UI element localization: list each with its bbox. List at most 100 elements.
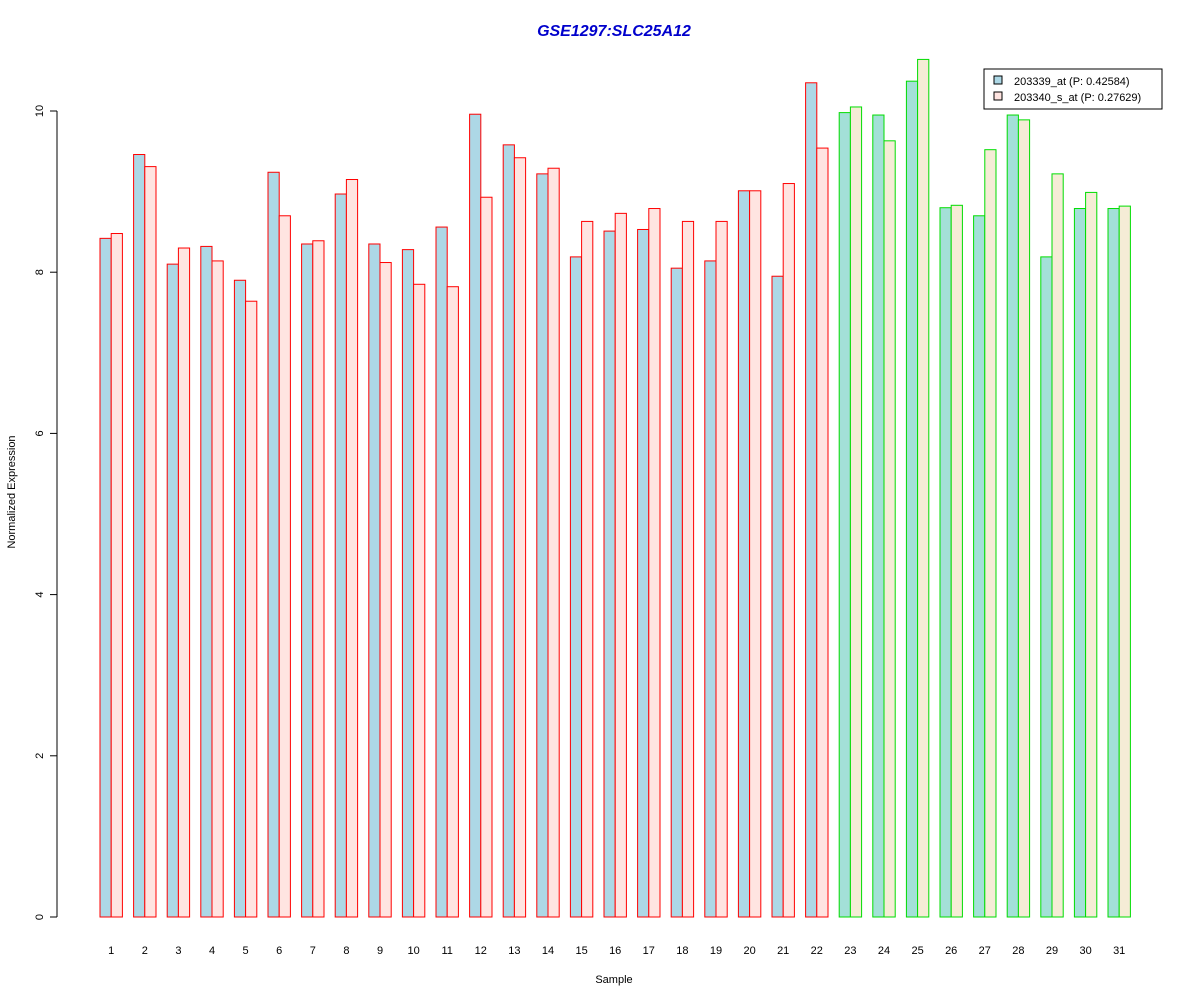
- bar-sample-17-series-2: [648, 208, 661, 918]
- y-tick-label: 4: [34, 592, 46, 598]
- bar-sample-4-series-2: [211, 260, 224, 918]
- bar-sample-6-series-2: [278, 215, 291, 918]
- x-tick-label: 7: [310, 945, 316, 957]
- bar-sample-26-series-1: [939, 207, 952, 918]
- bar-sample-28-series-1: [1006, 114, 1019, 918]
- bar-sample-26-series-2: [950, 204, 963, 918]
- bar-sample-11-series-2: [446, 286, 459, 918]
- bar-sample-12-series-2: [480, 196, 493, 918]
- legend-swatch-2: [993, 91, 1003, 101]
- bar-sample-14-series-2: [547, 167, 560, 918]
- bar-sample-27-series-1: [973, 215, 986, 918]
- bar-sample-6-series-1: [267, 171, 280, 918]
- x-tick-label: 22: [811, 945, 823, 957]
- y-axis-label: Normalized Expression: [6, 435, 18, 548]
- x-tick-label: 6: [276, 945, 282, 957]
- bar-sample-8-series-2: [345, 179, 359, 918]
- bar-sample-15-series-2: [581, 220, 594, 918]
- x-tick-label: 3: [175, 945, 181, 957]
- bar-sample-15-series-1: [569, 256, 583, 918]
- bar-sample-27-series-2: [984, 149, 997, 918]
- x-tick-label: 1: [108, 945, 114, 957]
- x-tick-label: 25: [911, 945, 923, 957]
- bar-sample-14-series-1: [536, 173, 549, 918]
- y-tick-label: 2: [34, 753, 46, 759]
- x-tick-label: 5: [243, 945, 249, 957]
- bar-sample-18-series-1: [670, 267, 683, 918]
- bar-sample-4-series-1: [200, 245, 213, 918]
- x-tick-label: 9: [377, 945, 383, 957]
- bar-sample-5-series-1: [233, 279, 247, 918]
- x-tick-label: 19: [710, 945, 722, 957]
- x-tick-label: 21: [777, 945, 789, 957]
- bar-sample-1-series-2: [110, 233, 123, 918]
- bar-sample-16-series-2: [614, 212, 627, 918]
- bar-sample-21-series-2: [782, 183, 795, 918]
- chart-title: GSE1297:SLC25A12: [537, 23, 691, 40]
- legend-box: [983, 68, 1163, 110]
- bar-sample-9-series-2: [379, 262, 392, 918]
- x-tick-label: 15: [575, 945, 587, 957]
- x-tick-label: 8: [343, 945, 349, 957]
- legend-swatch-1: [993, 75, 1003, 85]
- bar-sample-1-series-1: [99, 237, 112, 918]
- x-tick-label: 27: [979, 945, 991, 957]
- x-tick-label: 30: [1079, 945, 1091, 957]
- x-tick-label: 10: [407, 945, 419, 957]
- bar-sample-9-series-1: [368, 243, 381, 918]
- y-tick-label: 8: [34, 269, 46, 275]
- bar-sample-23-series-1: [838, 112, 851, 918]
- bar-sample-11-series-1: [435, 226, 448, 918]
- bar-sample-13-series-2: [513, 157, 527, 918]
- bar-sample-29-series-1: [1040, 256, 1053, 918]
- bar-sample-22-series-2: [816, 147, 829, 918]
- bar-sample-13-series-1: [502, 144, 515, 918]
- bar-sample-19-series-2: [715, 220, 728, 918]
- x-tick-label: 14: [542, 945, 554, 957]
- bar-sample-3-series-1: [166, 263, 179, 918]
- x-tick-label: 4: [209, 945, 215, 957]
- bar-sample-10-series-2: [413, 283, 426, 918]
- x-tick-label: 24: [878, 945, 890, 957]
- x-tick-label: 2: [142, 945, 148, 957]
- y-tick-label: 0: [34, 914, 46, 920]
- bar-sample-5-series-2: [245, 300, 258, 918]
- y-tick-label: 6: [34, 430, 46, 436]
- bar-sample-16-series-1: [603, 230, 616, 918]
- x-tick-label: 31: [1113, 945, 1125, 957]
- bar-sample-24-series-1: [872, 114, 885, 918]
- bars: [99, 58, 1131, 918]
- bar-sample-12-series-1: [469, 113, 482, 918]
- bar-sample-31-series-2: [1118, 205, 1131, 918]
- bar-sample-3-series-2: [177, 247, 191, 918]
- y-tick-label: 10: [34, 105, 46, 117]
- x-tick-label: 20: [743, 945, 755, 957]
- bar-sample-20-series-1: [737, 190, 751, 918]
- x-axis-label: Sample: [595, 974, 632, 986]
- bar-sample-21-series-1: [771, 275, 784, 918]
- bar-sample-23-series-2: [849, 106, 863, 918]
- legend-label-1: 203339_at (P: 0.42584): [1014, 76, 1130, 88]
- bar-sample-8-series-1: [334, 193, 347, 918]
- bar-sample-25-series-1: [905, 80, 919, 918]
- legend-label-2: 203340_s_at (P: 0.27629): [1014, 92, 1141, 104]
- x-tick-label: 18: [676, 945, 688, 957]
- bar-sample-24-series-2: [883, 140, 896, 918]
- bar-sample-31-series-1: [1107, 208, 1120, 918]
- bar-sample-25-series-2: [917, 58, 930, 918]
- bar-sample-30-series-2: [1085, 191, 1098, 918]
- x-tick-label: 28: [1012, 945, 1024, 957]
- bar-sample-20-series-2: [749, 190, 762, 918]
- x-tick-labels: 1 2 3 4 5 6 7 8 9 10 11 12 13 14 15 16 17 18 19 20 21 22 23 24 2…: [108, 945, 1125, 957]
- bar-sample-29-series-2: [1051, 173, 1064, 918]
- bar-sample-7-series-2: [312, 240, 325, 918]
- bar-sample-2-series-1: [133, 154, 146, 918]
- y-axis: 0 2 4 6 8 10: [34, 105, 58, 920]
- x-tick-label: 23: [844, 945, 856, 957]
- bar-sample-17-series-1: [637, 228, 650, 918]
- bar-sample-30-series-1: [1073, 208, 1087, 918]
- bar-sample-22-series-1: [805, 82, 818, 918]
- bar-sample-7-series-1: [301, 243, 314, 918]
- bar-sample-2-series-2: [144, 166, 157, 918]
- legend: 203339_at (P: 0.42584) 203340_s_at (P: 0…: [983, 68, 1163, 110]
